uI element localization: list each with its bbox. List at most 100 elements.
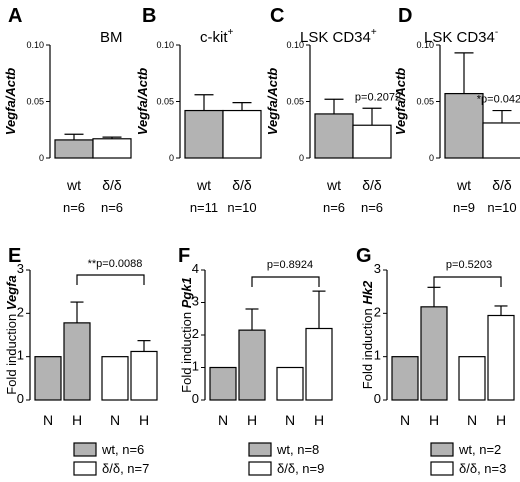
y-tick-label: 0.10 — [286, 40, 304, 50]
bar — [92, 138, 132, 159]
n-label: n=6 — [361, 200, 383, 215]
panel-D: D 0.10 0.05 0 Vegfa/Actb wt n=9 δ/δ n=10 LSK CD34… — [393, 5, 520, 215]
category-label: wt — [456, 177, 471, 193]
bar — [482, 122, 520, 159]
y-axis-label: Fold induction Hk2 — [360, 280, 375, 389]
bar — [130, 350, 158, 401]
category-label: H — [314, 412, 324, 428]
y-tick-label: 0 — [299, 153, 304, 163]
y-axis-label: Fold induction Vegfa — [4, 275, 19, 394]
bar — [222, 109, 262, 159]
legend-label: wt, n=6 — [101, 442, 144, 457]
significance-bracket — [76, 274, 145, 285]
y-tick-label: 3 — [17, 261, 24, 276]
bar — [34, 356, 62, 401]
significance-bracket — [433, 276, 502, 287]
n-label: n=11 — [190, 200, 218, 215]
y-tick-label: 0 — [17, 391, 24, 406]
y-axis-label: Vegfa/Actb — [393, 68, 408, 135]
legend-swatch — [248, 461, 272, 476]
bar — [391, 356, 419, 401]
y-tick-label: 0.05 — [26, 97, 44, 107]
y-tick-label: 2 — [192, 326, 199, 341]
bar — [458, 356, 486, 401]
panel-A: A 0.10 0.05 0 Vegfa/Actb wt n=6 δ/δ n=6 BM — [3, 5, 132, 215]
p-value: *p=0.0426 — [477, 94, 520, 106]
legend-swatch — [430, 442, 454, 457]
bar — [276, 366, 304, 401]
n-label: n=6 — [101, 200, 123, 215]
panel-title: BM — [100, 29, 123, 46]
legend-swatch — [248, 442, 272, 457]
category-label: δ/δ — [362, 177, 382, 193]
y-tick-label: 2 — [374, 304, 381, 319]
y-tick-label: 0.05 — [156, 97, 174, 107]
bar — [184, 109, 224, 159]
category-label: wt — [196, 177, 211, 193]
category-label: H — [247, 412, 257, 428]
category-label: δ/δ — [102, 177, 122, 193]
panel-C: C 0.10 0.05 0 Vegfa/Actb wt n=6 δ/δ n=6 LSK CD34+… — [265, 5, 401, 215]
y-tick-label: 2 — [17, 304, 24, 319]
panel-letter: E — [8, 245, 21, 267]
y-tick-label: 0.05 — [286, 97, 304, 107]
category-label: H — [139, 412, 149, 428]
panel-letter: A — [8, 5, 22, 27]
legend-swatch — [430, 461, 454, 476]
y-tick-label: 0.10 — [156, 40, 174, 50]
category-label: wt — [326, 177, 341, 193]
panel-letter: C — [270, 5, 284, 27]
category-label: N — [285, 412, 295, 428]
category-label: N — [467, 412, 477, 428]
y-tick-label: 0.10 — [416, 40, 434, 50]
category-label: H — [429, 412, 439, 428]
bar — [63, 322, 91, 401]
y-tick-label: 0.05 — [416, 97, 434, 107]
category-label: H — [72, 412, 82, 428]
panel-title: LSK CD34+ — [300, 27, 377, 46]
panel-letter: G — [356, 245, 372, 267]
legend-label: δ/δ, n=3 — [459, 461, 506, 476]
bar — [314, 113, 354, 159]
y-tick-label: 3 — [374, 261, 381, 276]
panel-B: B 0.10 0.05 0 Vegfa/Actb wt n=11 δ/δ n=10 c-kit+ — [135, 5, 262, 215]
n-label: n=9 — [453, 200, 475, 215]
y-axis-label: Vegfa/Actb — [265, 68, 280, 135]
y-tick-label: 0 — [169, 153, 174, 163]
y-tick-label: 1 — [374, 348, 381, 363]
panel-title: LSK CD34- — [424, 27, 498, 46]
bar — [101, 356, 129, 401]
bar — [487, 314, 515, 401]
y-tick-label: 4 — [192, 261, 199, 276]
category-label: N — [400, 412, 410, 428]
y-axis-label: Fold induction Pgk1 — [179, 277, 194, 393]
legend-swatch — [73, 461, 97, 476]
bar — [352, 124, 392, 159]
panel-letter: F — [178, 245, 190, 267]
bar — [444, 92, 484, 159]
bar — [420, 306, 448, 401]
category-label: wt — [66, 177, 81, 193]
p-value: **p=0.0088 — [88, 258, 143, 270]
legend-label: δ/δ, n=7 — [102, 461, 149, 476]
panel-G: G3 2 1 0 Fold induction Hk2 N H N Hp=0.5203 wt, n… — [356, 245, 515, 476]
y-tick-label: 0 — [39, 153, 44, 163]
n-label: n=10 — [487, 200, 516, 215]
bar — [305, 327, 333, 401]
category-label: N — [218, 412, 228, 428]
n-label: n=6 — [323, 200, 345, 215]
legend-label: δ/δ, n=9 — [277, 461, 324, 476]
category-label: H — [496, 412, 506, 428]
y-axis-label: Vegfa/Actb — [135, 68, 150, 135]
bar — [238, 329, 266, 401]
legend-label: wt, n=8 — [276, 442, 319, 457]
y-tick-label: 3 — [192, 294, 199, 309]
category-label: δ/δ — [492, 177, 512, 193]
n-label: n=10 — [227, 200, 256, 215]
legend-swatch — [73, 442, 97, 457]
y-tick-label: 0 — [429, 153, 434, 163]
legend-label: wt, n=2 — [458, 442, 501, 457]
